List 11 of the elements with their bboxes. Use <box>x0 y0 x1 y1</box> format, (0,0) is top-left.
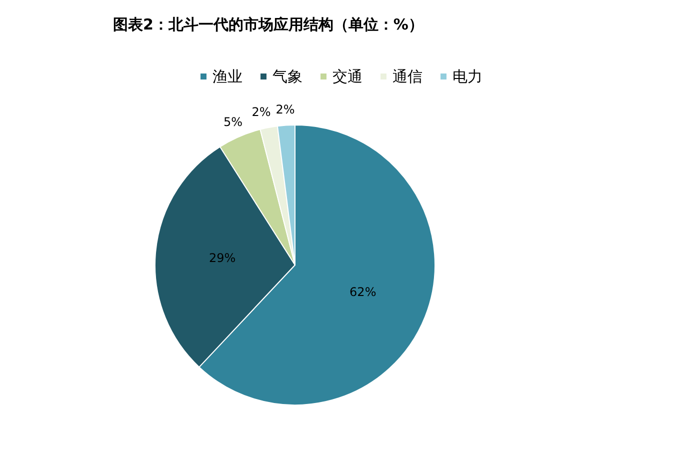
legend-label: 交通 <box>332 68 362 86</box>
data-label: 62% <box>350 284 376 299</box>
legend-label: 通信 <box>392 68 422 86</box>
data-label: 29% <box>208 251 236 266</box>
legend-label: 气象 <box>272 68 302 86</box>
data-label: 2% <box>276 102 295 116</box>
data-label: 2% <box>252 104 271 119</box>
data-label: 5% <box>224 114 243 129</box>
chart-title: 图表2：北斗一代的市场应用结构（单位：%） <box>113 16 424 34</box>
legend-label: 渔业 <box>212 68 242 86</box>
legend-label: 电力 <box>452 68 482 86</box>
